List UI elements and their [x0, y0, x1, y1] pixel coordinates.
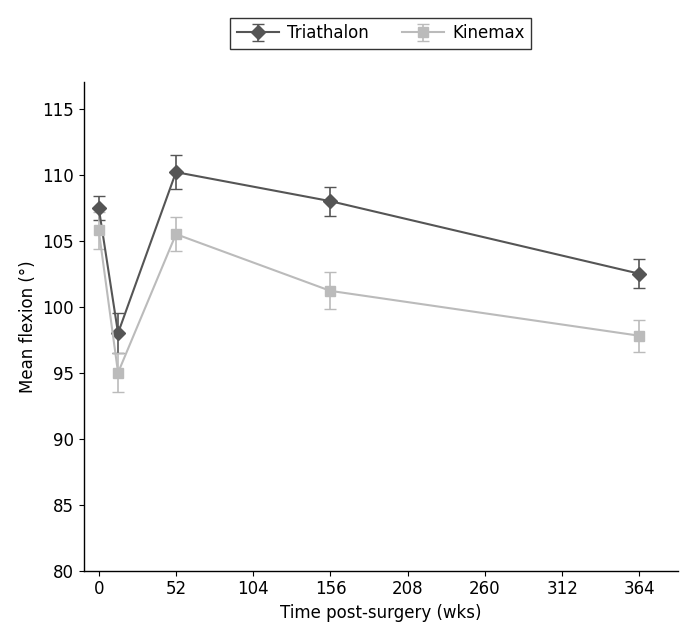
Legend: Triathalon, Kinemax: Triathalon, Kinemax [231, 18, 531, 49]
Y-axis label: Mean flexion (°): Mean flexion (°) [19, 260, 37, 393]
X-axis label: Time post-surgery (wks): Time post-surgery (wks) [280, 604, 482, 622]
